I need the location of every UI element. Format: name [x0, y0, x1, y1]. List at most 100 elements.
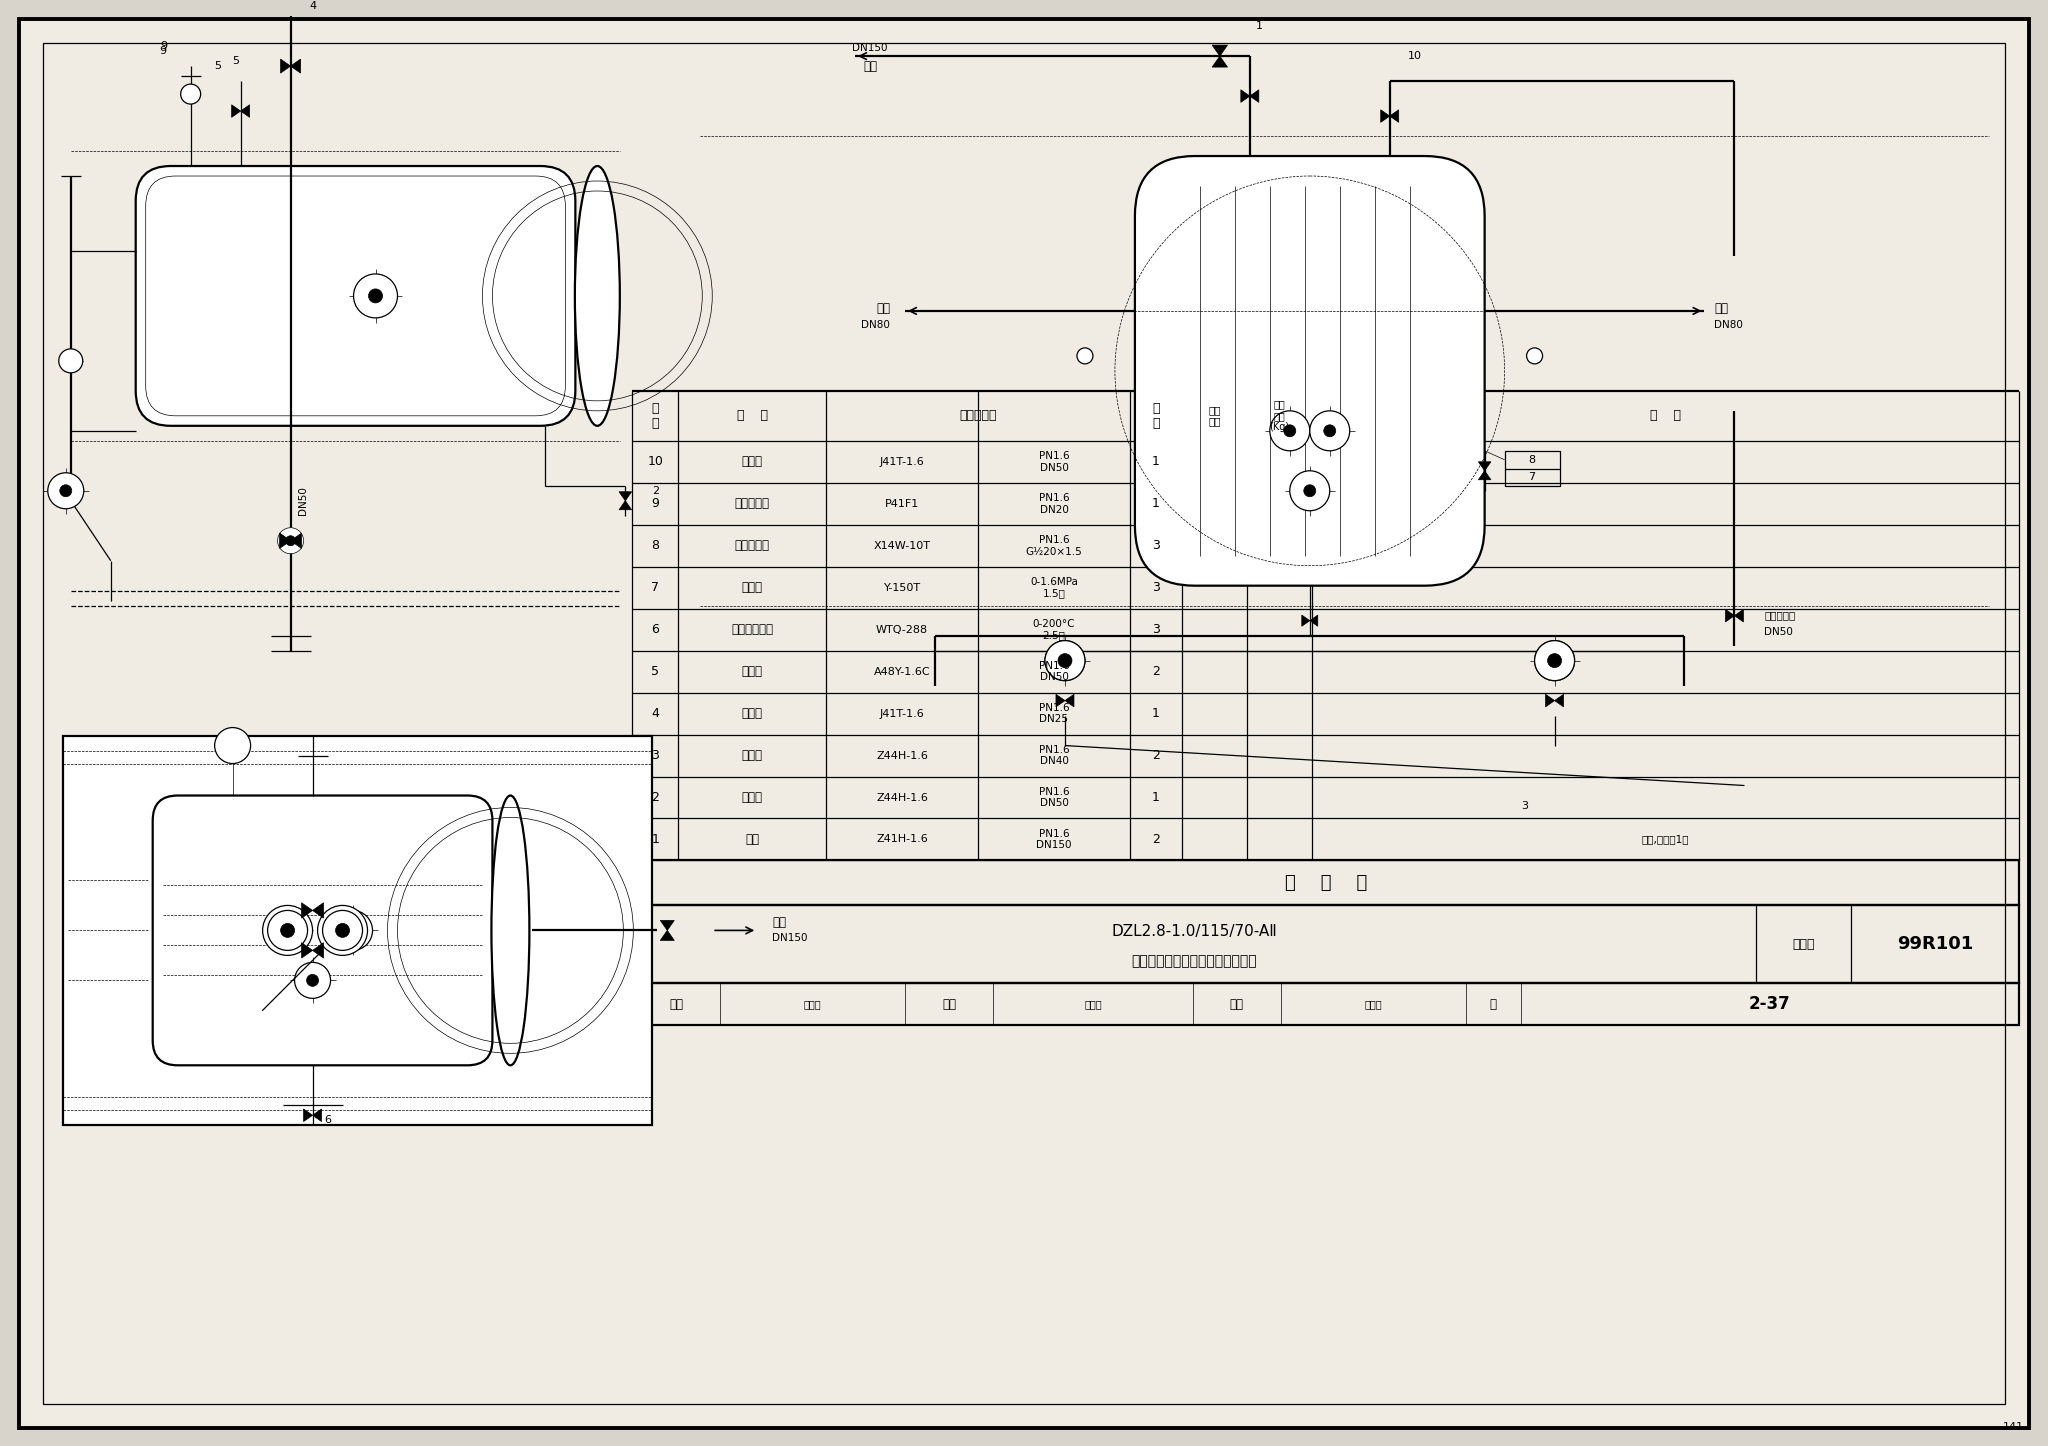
Polygon shape [291, 534, 301, 548]
Circle shape [1044, 641, 1085, 681]
Circle shape [1534, 641, 1575, 681]
Text: 9: 9 [160, 40, 168, 51]
Text: 2: 2 [651, 486, 659, 496]
Polygon shape [659, 921, 674, 930]
Circle shape [1290, 471, 1329, 510]
Text: 6: 6 [651, 623, 659, 636]
Text: 进水: 进水 [772, 915, 786, 928]
Text: 葛葛门: 葛葛门 [805, 999, 821, 1009]
Ellipse shape [492, 795, 528, 1066]
Polygon shape [281, 59, 291, 74]
Text: 2: 2 [1151, 665, 1159, 678]
Bar [633, 905, 2019, 983]
Text: 1: 1 [1151, 707, 1159, 720]
Text: PN1.6
G½20×1.5: PN1.6 G½20×1.5 [1026, 535, 1081, 557]
Circle shape [1548, 654, 1561, 668]
Polygon shape [1212, 45, 1227, 56]
Text: PN1.6
DN40: PN1.6 DN40 [1038, 745, 1069, 766]
Circle shape [369, 289, 383, 302]
Text: 压力式温度计: 压力式温度计 [731, 623, 774, 636]
Text: DN50: DN50 [1765, 626, 1794, 636]
Text: 总计
重量
(Kg): 总计 重量 (Kg) [1270, 399, 1290, 432]
Text: DN80: DN80 [862, 320, 891, 330]
Text: 数
量: 数 量 [1153, 402, 1159, 429]
Text: 1: 1 [1255, 22, 1264, 32]
Text: Z44H-1.6: Z44H-1.6 [877, 792, 928, 803]
Text: 5: 5 [651, 665, 659, 678]
Circle shape [317, 905, 367, 956]
Text: 2-37: 2-37 [1749, 995, 1790, 1014]
Polygon shape [301, 943, 313, 959]
FancyBboxPatch shape [1135, 156, 1485, 586]
Polygon shape [303, 1109, 313, 1122]
Polygon shape [618, 492, 631, 500]
Circle shape [1270, 411, 1311, 451]
Text: 紧急泄放阀: 紧急泄放阀 [1765, 610, 1796, 620]
Text: 3: 3 [1522, 801, 1528, 811]
Circle shape [262, 905, 313, 956]
Text: 7: 7 [651, 581, 659, 594]
Text: 2: 2 [1151, 833, 1159, 846]
Text: 5: 5 [215, 61, 221, 71]
Polygon shape [618, 500, 631, 510]
Text: X14W-10T: X14W-10T [874, 541, 930, 551]
Text: DN150: DN150 [772, 934, 807, 943]
Text: 阀阀: 阀阀 [745, 833, 760, 846]
Circle shape [354, 273, 397, 318]
Text: 图集号: 图集号 [1792, 938, 1815, 951]
Text: 99R101: 99R101 [1896, 936, 1974, 953]
Ellipse shape [575, 166, 621, 425]
Circle shape [332, 911, 373, 950]
Text: PN1.6
DN150: PN1.6 DN150 [1036, 829, 1071, 850]
Text: 序
号: 序 号 [651, 402, 659, 429]
Text: 排污阀: 排污阀 [741, 749, 762, 762]
Text: PN1.6
DN50: PN1.6 DN50 [1038, 787, 1069, 808]
Text: WTQ-288: WTQ-288 [877, 625, 928, 635]
Circle shape [1534, 641, 1575, 681]
Text: 8: 8 [651, 539, 659, 552]
Text: Z41H-1.6: Z41H-1.6 [877, 834, 928, 844]
Polygon shape [1380, 110, 1391, 123]
Text: 名    称: 名 称 [737, 409, 768, 422]
Circle shape [59, 484, 72, 497]
Circle shape [1044, 641, 1085, 681]
Circle shape [279, 528, 303, 554]
Text: 截止阀: 截止阀 [741, 455, 762, 469]
Polygon shape [1212, 56, 1227, 67]
Text: PN1.6
DN20: PN1.6 DN20 [1038, 493, 1069, 515]
Circle shape [307, 975, 319, 986]
Text: 1: 1 [1151, 455, 1159, 469]
Bar [633, 983, 2019, 1025]
Text: 进水: 进水 [1714, 302, 1729, 315]
Polygon shape [301, 902, 313, 918]
Polygon shape [1479, 471, 1491, 480]
Text: 2: 2 [651, 791, 659, 804]
Circle shape [295, 963, 330, 998]
Text: 校对: 校对 [942, 998, 956, 1011]
Text: 压力表: 压力表 [741, 581, 762, 594]
Text: 1: 1 [1151, 497, 1159, 510]
Polygon shape [231, 104, 240, 117]
Circle shape [1311, 411, 1350, 451]
Text: DN50: DN50 [297, 486, 307, 515]
Text: 3: 3 [651, 749, 659, 762]
Circle shape [1284, 425, 1296, 437]
Circle shape [1323, 425, 1335, 437]
Text: 0-1.6MPa
1.5级: 0-1.6MPa 1.5级 [1030, 577, 1077, 599]
Text: J41T-1.6: J41T-1.6 [881, 457, 924, 467]
FancyBboxPatch shape [135, 166, 575, 425]
Text: 2: 2 [1151, 749, 1159, 762]
Text: A48Y-1.6C: A48Y-1.6C [874, 667, 930, 677]
Polygon shape [1735, 609, 1743, 622]
Text: 0-200°C
2.5级: 0-200°C 2.5级 [1032, 619, 1075, 641]
Text: 汪水源: 汪水源 [1364, 999, 1382, 1009]
Text: DN150: DN150 [852, 43, 889, 54]
Circle shape [322, 911, 362, 950]
Polygon shape [1554, 694, 1563, 707]
Text: 规格、型号: 规格、型号 [958, 409, 997, 422]
Text: 排污阀: 排污阀 [741, 791, 762, 804]
Polygon shape [1065, 694, 1073, 707]
Text: 自动排決阀: 自动排決阀 [735, 497, 770, 510]
Text: 4: 4 [309, 1, 315, 12]
Text: 备    注: 备 注 [1651, 409, 1681, 422]
